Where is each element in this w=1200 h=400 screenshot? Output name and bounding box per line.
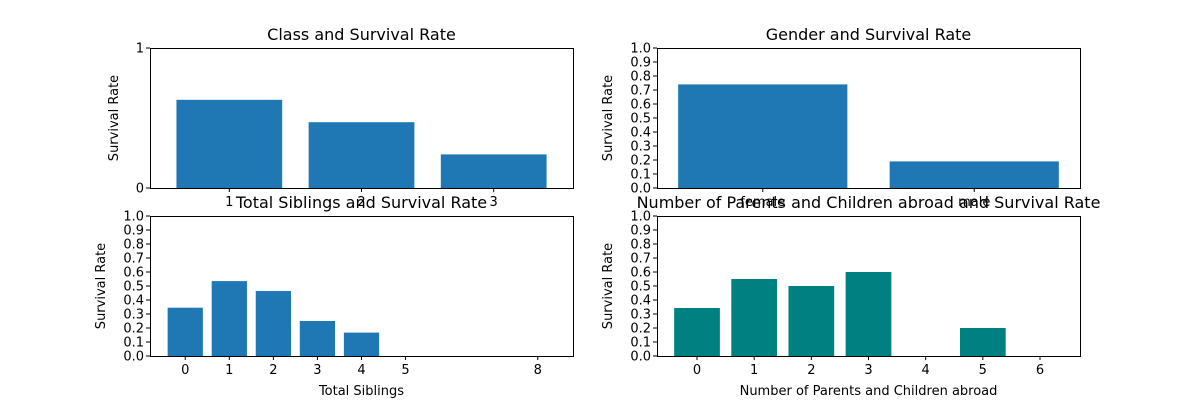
y-tick-label: 0.6 xyxy=(630,98,651,113)
y-axis-label: Survival Rate xyxy=(601,243,616,329)
y-tick-label: 0.7 xyxy=(630,252,651,267)
x-tick-label: 1 xyxy=(225,363,233,378)
y-axis-label: Survival Rate xyxy=(94,243,109,329)
x-tick-label: 1 xyxy=(750,363,758,378)
bar xyxy=(959,328,1006,356)
bar xyxy=(211,281,247,356)
y-tick-label: 0.7 xyxy=(123,252,144,267)
bar xyxy=(674,307,720,356)
bar xyxy=(889,161,1059,188)
y-tick-label: 0.0 xyxy=(123,350,144,365)
bar xyxy=(176,99,283,188)
y-tick-label: 0.1 xyxy=(630,168,651,183)
bar xyxy=(343,332,380,356)
y-tick-label: 0.6 xyxy=(123,266,144,281)
x-tick-label: 5 xyxy=(401,363,409,378)
y-tick-label: 0.3 xyxy=(630,308,651,323)
bar xyxy=(299,321,336,356)
y-tick-label: 0.1 xyxy=(630,336,651,351)
chart-panel-1: 0 1 1 2 3 Class and Survival Rate Survival Rat… xyxy=(107,25,574,210)
y-axis-label: Survival Rate xyxy=(107,75,122,161)
bar xyxy=(255,291,291,356)
x-axis-label: Number of Parents and Children abroad xyxy=(740,384,998,399)
x-tick-label: 0 xyxy=(181,363,189,378)
y-tick-label: 0.4 xyxy=(630,126,651,141)
y-axis-label: Survival Rate xyxy=(601,75,616,161)
plot-frame xyxy=(657,48,1081,189)
x-tick-label: 2 xyxy=(269,363,277,378)
x-tick-label: 8 xyxy=(534,363,542,378)
y-tick-label: 0.5 xyxy=(123,280,144,295)
y-tick-label: 1.0 xyxy=(123,210,144,225)
x-tick-label: 0 xyxy=(693,363,701,378)
bar xyxy=(788,286,835,356)
x-tick-label: 4 xyxy=(922,363,930,378)
y-tick-label: 0.9 xyxy=(630,56,651,71)
bar xyxy=(308,122,415,188)
bar xyxy=(167,307,203,356)
x-tick-label: 3 xyxy=(490,195,498,210)
y-tick-label: 0.7 xyxy=(630,84,651,99)
x-tick-label: 6 xyxy=(1036,363,1044,378)
bar xyxy=(731,279,778,356)
y-tick-label: 0.4 xyxy=(123,294,144,309)
y-tick-label: 0.0 xyxy=(630,182,651,197)
x-tick-label: 3 xyxy=(864,363,872,378)
y-tick-label: 0.9 xyxy=(123,224,144,239)
y-tick-label: 1.0 xyxy=(630,42,651,57)
y-tick-label: 0.2 xyxy=(630,154,651,169)
y-tick-label: 0.8 xyxy=(630,70,651,85)
y-tick-label: 0.1 xyxy=(123,336,144,351)
y-tick-label: 0.4 xyxy=(630,294,651,309)
x-tick-label: 3 xyxy=(313,363,321,378)
y-tick-label: 0.5 xyxy=(630,280,651,295)
y-tick-label: 0.2 xyxy=(123,322,144,337)
y-tick-label: 0.2 xyxy=(630,322,651,337)
x-tick-label: 1 xyxy=(225,195,233,210)
y-tick-label: 0.6 xyxy=(630,266,651,281)
y-tick-label: 0.3 xyxy=(630,140,651,155)
bar xyxy=(678,84,848,188)
y-tick-label: 0.5 xyxy=(630,112,651,127)
chart-title: Class and Survival Rate xyxy=(267,25,456,44)
x-tick-label: 2 xyxy=(357,195,365,210)
y-tick-label: 0.0 xyxy=(630,350,651,365)
x-tick-label: female xyxy=(740,195,785,210)
y-tick-label: 0.9 xyxy=(630,224,651,239)
chart-title: Number of Parents and Children abroad an… xyxy=(637,193,1101,212)
y-tick-label: 1 xyxy=(136,42,144,57)
x-tick-label: 4 xyxy=(357,363,365,378)
y-tick-label: 0.3 xyxy=(123,308,144,323)
chart-panel-3: 0.00.10.20.30.40.50.60.70.80.91.0 0 1 2 3 4 5 8… xyxy=(94,193,574,399)
chart-panel-2: 0.00.10.20.30.40.50.60.70.80.91.0 female m… xyxy=(601,25,1081,210)
bar xyxy=(845,272,892,356)
chart-title: Total Siblings and Survival Rate xyxy=(235,193,487,212)
y-tick-label: 0 xyxy=(136,182,144,197)
y-tick-label: 1.0 xyxy=(630,210,651,225)
bar xyxy=(440,154,547,188)
y-tick-label: 0.8 xyxy=(123,238,144,253)
chart-title: Gender and Survival Rate xyxy=(766,25,972,44)
x-axis-label: Total Siblings xyxy=(318,384,404,399)
x-tick-label: male xyxy=(958,195,990,210)
x-tick-label: 5 xyxy=(979,363,987,378)
y-tick-label: 0.8 xyxy=(630,238,651,253)
x-tick-label: 2 xyxy=(807,363,815,378)
chart-panel-4: 0.00.10.20.30.40.50.60.70.80.91.0 0 1 2 3 4 5 6… xyxy=(601,193,1100,399)
